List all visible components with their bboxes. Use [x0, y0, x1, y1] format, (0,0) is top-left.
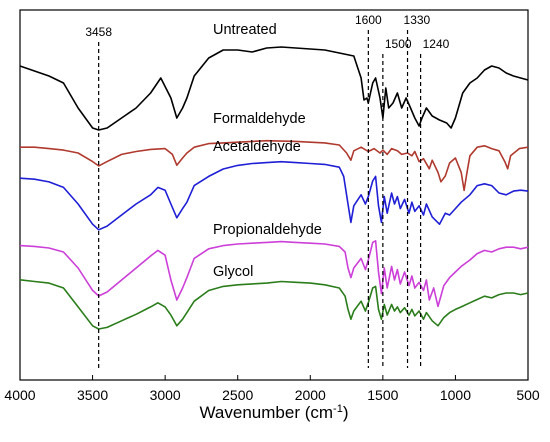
reference-label-1330: 1330 [404, 13, 431, 27]
series-label-glycol: Glycol [213, 264, 253, 280]
x-tick-label-1000: 1000 [440, 387, 471, 403]
x-tick-label-500: 500 [516, 387, 540, 403]
x-axis-title: Wavenumber (cm-1) [200, 403, 349, 422]
series-label-formaldehyde: Formaldehyde [213, 111, 306, 127]
x-tick-label-2500: 2500 [222, 387, 253, 403]
x-tick-label-1500: 1500 [367, 387, 398, 403]
series-line-propionaldehyde [19, 240, 529, 308]
reference-label-1240: 1240 [423, 37, 450, 51]
plot-frame [19, 9, 529, 381]
reference-label-1500: 1500 [385, 37, 412, 51]
series-label-propionaldehyde: Propionaldehyde [213, 222, 322, 238]
series-line-formaldehyde [20, 139, 529, 192]
x-axis-title-close: ) [343, 403, 349, 422]
series-line-glycol [19, 279, 529, 330]
x-tick-label-3000: 3000 [150, 387, 181, 403]
reference-label-1600: 1600 [355, 13, 382, 27]
series-label-acetaldehyde: Acetaldehyde [213, 139, 301, 155]
series-label-untreated: Untreated [213, 22, 277, 38]
series-labels: Untreated Formaldehyde Acetaldehyde Propion… [213, 22, 322, 280]
series-line-acetaldehyde [19, 160, 529, 231]
reference-label-3458: 3458 [85, 25, 112, 39]
series-line-untreated [19, 46, 529, 131]
x-axis-ticks: 4000 3500 3000 2500 2000 1500 1000 500 [4, 375, 540, 403]
x-tick-label-2000: 2000 [295, 387, 326, 403]
x-tick-label-3500: 3500 [77, 387, 108, 403]
x-axis-title-main: Wavenumber (cm [200, 403, 334, 422]
x-axis-title-superscript: -1 [333, 403, 343, 415]
x-tick-label-4000: 4000 [4, 387, 35, 403]
series-layer [19, 46, 529, 330]
